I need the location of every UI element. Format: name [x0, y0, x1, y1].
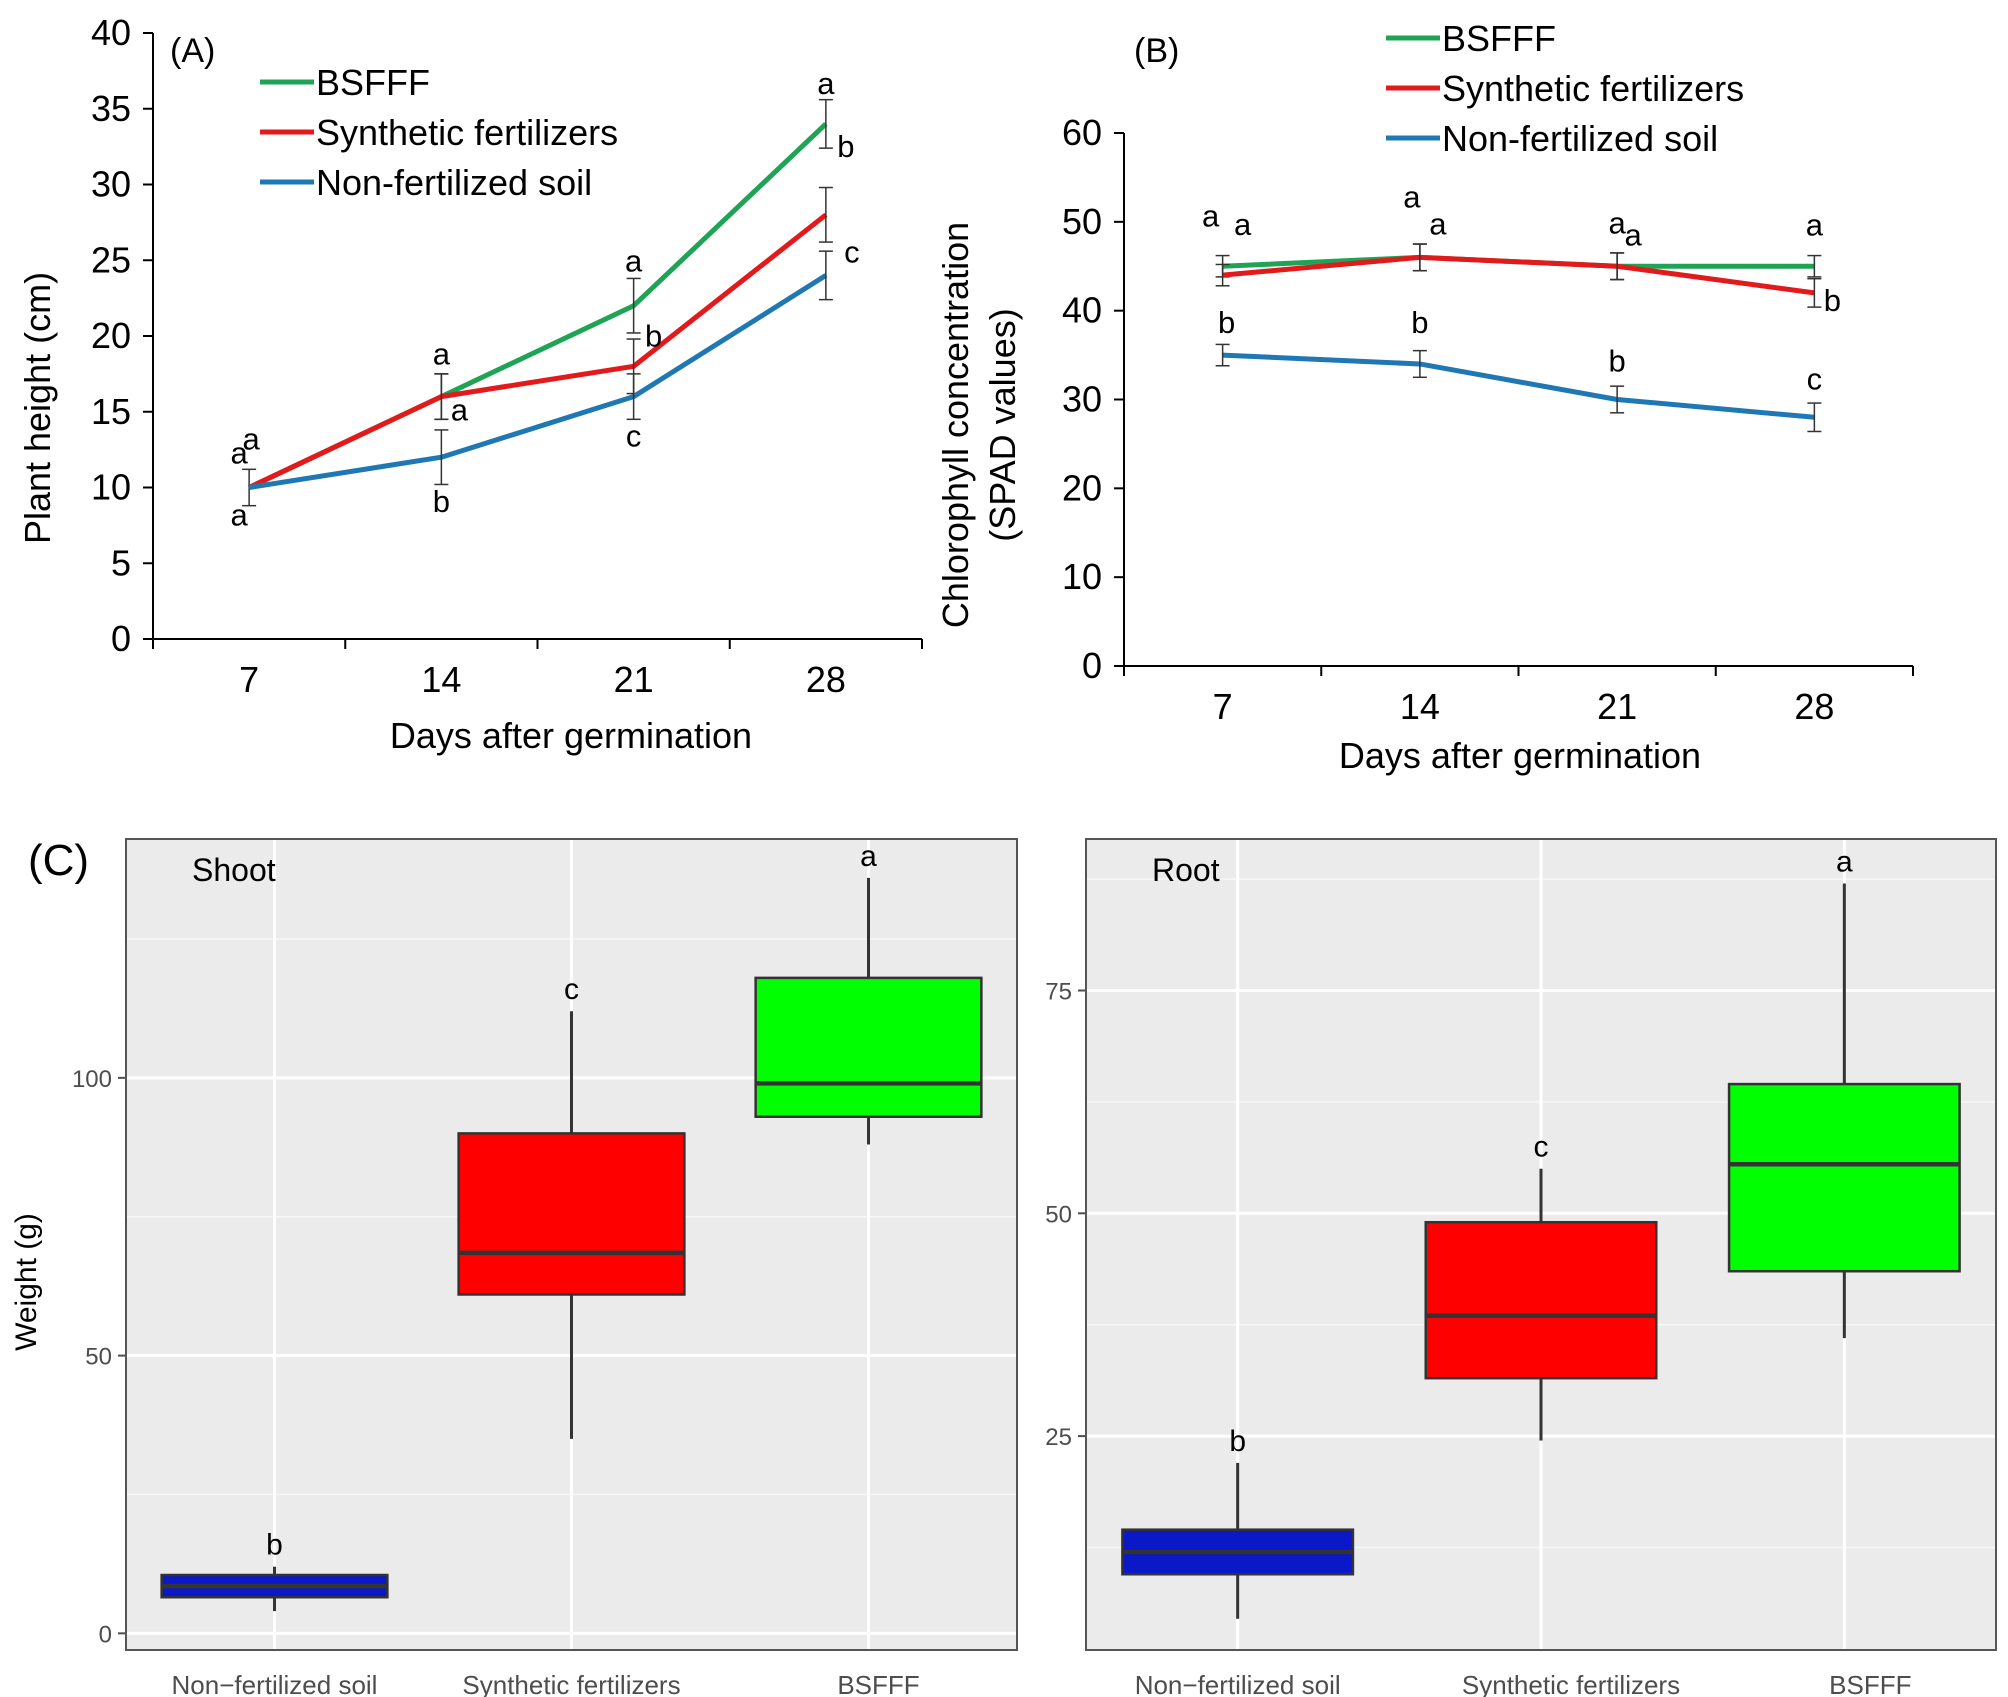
- root-box: [1727, 1082, 1961, 1273]
- panel-a-plant-height-chart: (A) Days after germination Plant height …: [17, 12, 923, 756]
- panel-b-chlorophyll-chart: (B) Days after germination Chlorophyll c…: [935, 18, 1914, 776]
- panel-a-significance-letter: c: [844, 234, 860, 269]
- root-box: [1424, 1220, 1658, 1380]
- panel-a-y-tick-label: 40: [91, 12, 131, 53]
- panel-b-y-axis-label-line1: Chlorophyll concentration: [935, 222, 976, 628]
- panel-b-y-tick-label: 50: [1062, 201, 1102, 242]
- root-significance-letter: c: [1534, 1131, 1549, 1164]
- panel-a-y-tick-label: 35: [91, 88, 131, 129]
- panel-a-significance-letter: b: [645, 318, 662, 353]
- panel-b-significance-letter: a: [1806, 207, 1824, 242]
- panel-a-x-tick-label: 21: [614, 659, 654, 700]
- panel-b-significance-letter: a: [1609, 205, 1627, 240]
- root-y-tick-label: 25: [1045, 1424, 1072, 1451]
- root-y-tick-label: 75: [1045, 979, 1072, 1006]
- panel-b-significance-letter: c: [1807, 361, 1823, 396]
- panel-a-series-line-1: [248, 212, 828, 490]
- panel-b-y-axis-label-line2: (SPAD values): [982, 308, 1023, 541]
- shoot-y-tick-label: 100: [72, 1066, 112, 1093]
- panel-a-x-tick-label: 28: [806, 659, 846, 700]
- panel-b-y-tick-label: 10: [1062, 556, 1102, 597]
- panel-a-significance-letter: a: [243, 422, 261, 457]
- panel-a-y-tick-label: 0: [111, 618, 131, 659]
- panel-a-significance-letter: a: [817, 66, 835, 101]
- shoot-subtitle: Shoot: [192, 852, 276, 888]
- panel-a-x-tick-label: 14: [421, 659, 461, 700]
- panel-a-significance-letter: b: [837, 129, 854, 164]
- shoot-box: [754, 976, 983, 1118]
- panel-b-x-tick-label: 7: [1213, 686, 1233, 727]
- root-subtitle: Root: [1152, 852, 1220, 888]
- panel-b-significance-letter: b: [1218, 305, 1235, 340]
- panel-b-significance-letter: a: [1202, 198, 1220, 233]
- shoot-y-tick-label: 0: [99, 1621, 112, 1648]
- panel-a-label: (A): [170, 32, 215, 70]
- panel-a-series-line-2: [248, 273, 828, 490]
- panel-c-y-axis-label: Weight (g): [10, 1213, 43, 1351]
- panel-a-y-tick-label: 20: [91, 315, 131, 356]
- panel-b-significance-letter: b: [1609, 344, 1626, 379]
- panel-a-significance-letter: c: [626, 419, 642, 454]
- panel-a-significance-letter: a: [433, 337, 451, 372]
- panel-a-legend-label: BSFFF: [316, 62, 430, 103]
- panel-b-x-axis-label: Days after germination: [1339, 735, 1701, 776]
- panel-b-y-tick-label: 60: [1062, 112, 1102, 153]
- panel-b-significance-letter: a: [1429, 206, 1447, 241]
- shoot-significance-letter: b: [266, 1529, 283, 1562]
- shoot-x-category-label: Synthetic fertilizers: [462, 1670, 680, 1697]
- shoot-x-category-label: BSFFF: [837, 1670, 919, 1697]
- panel-b-y-tick-label: 0: [1082, 645, 1102, 686]
- panel-a-y-tick-label: 10: [91, 467, 131, 508]
- panel-c-label: (C): [28, 836, 89, 885]
- panel-b-label: (B): [1134, 32, 1179, 70]
- panel-a-legend-label: Synthetic fertilizers: [316, 112, 618, 153]
- panel-b-significance-letter: a: [1234, 207, 1252, 242]
- panel-a-y-tick-label: 5: [111, 542, 131, 583]
- panel-b-legend-label: Non-fertilized soil: [1442, 118, 1718, 159]
- panel-b-x-tick-label: 14: [1400, 686, 1440, 727]
- shoot-x-category-label: Non−fertilized soil: [172, 1670, 378, 1697]
- root-x-category-label: BSFFF: [1829, 1670, 1911, 1697]
- root-y-tick-label: 50: [1045, 1201, 1072, 1228]
- panel-a-y-tick-label: 25: [91, 239, 131, 280]
- panel-a-y-tick-label: 30: [91, 164, 131, 205]
- panel-b-series-line-2: [1222, 352, 1815, 420]
- panel-a-significance-letter: b: [433, 484, 450, 519]
- panel-b-significance-letter: b: [1824, 283, 1841, 318]
- panel-a-significance-letter: a: [451, 393, 469, 428]
- panel-b-legend-label: Synthetic fertilizers: [1442, 68, 1744, 109]
- panel-a-significance-letter: a: [231, 498, 249, 533]
- panel-b-x-tick-label: 21: [1597, 686, 1637, 727]
- root-plot-border: [1085, 838, 1997, 1651]
- panel-b-series-line-1: [1222, 254, 1815, 296]
- shoot-significance-letter: c: [564, 973, 579, 1006]
- panel-a-y-tick-label: 15: [91, 391, 131, 432]
- panel-b-significance-letter: a: [1403, 179, 1421, 214]
- shoot-y-tick-label: 50: [85, 1344, 112, 1371]
- root-significance-letter: b: [1229, 1425, 1246, 1458]
- root-x-category-label: Non−fertilized soil: [1135, 1670, 1341, 1697]
- panel-a-x-tick-label: 7: [239, 659, 259, 700]
- panel-a-legend-label: Non-fertilized soil: [316, 162, 592, 203]
- panel-a-significance-letter: a: [231, 436, 249, 471]
- shoot-significance-letter: a: [860, 840, 877, 873]
- shoot-boxplot: 0 50 100 b Non−fertilized soil c Synthetic fer…: [72, 838, 1018, 1697]
- root-significance-letter: a: [1836, 846, 1853, 879]
- shoot-plot-border: [125, 838, 1018, 1651]
- panel-c-weight-boxplots: (C) Weight (g): [10, 836, 89, 1351]
- panel-b-legend-label: BSFFF: [1442, 18, 1556, 59]
- panel-b-x-tick-label: 28: [1794, 686, 1834, 727]
- root-x-category-label: Synthetic fertilizers: [1462, 1670, 1680, 1697]
- shoot-box: [457, 1132, 686, 1296]
- panel-b-y-tick-label: 20: [1062, 467, 1102, 508]
- root-boxplot: 25 50 75 b Non−fertilized soil c Synthetic fer…: [1045, 838, 1997, 1697]
- panel-a-significance-letter: a: [625, 244, 643, 279]
- panel-b-y-tick-label: 40: [1062, 290, 1102, 331]
- panel-a-y-axis-label: Plant height (cm): [17, 272, 58, 544]
- panel-a-x-axis-label: Days after germination: [390, 715, 752, 756]
- panel-b-significance-letter: b: [1411, 305, 1428, 340]
- panel-b-significance-letter: a: [1625, 217, 1643, 252]
- panel-b-y-tick-label: 30: [1062, 379, 1102, 420]
